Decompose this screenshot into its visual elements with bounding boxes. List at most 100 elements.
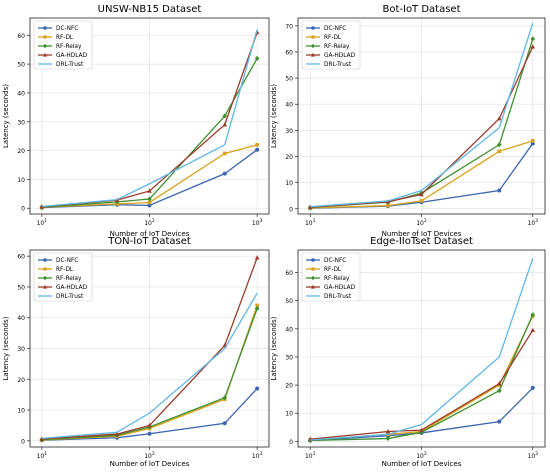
legend-marker bbox=[311, 35, 315, 39]
chart-panel-3: TON-IoT Dataset 0 10 20 30 40 50 60 101 102 103 Num… bbox=[2, 236, 270, 468]
data-point bbox=[147, 203, 152, 208]
legend-label: DC-NFC bbox=[56, 26, 78, 32]
x-tick-label: 101 bbox=[37, 451, 48, 460]
data-point bbox=[255, 147, 260, 152]
x-tick-label: 103 bbox=[252, 218, 263, 227]
data-point bbox=[222, 122, 228, 127]
y-tick-label: 30 bbox=[285, 354, 293, 361]
legend-label: DRL-Trust bbox=[324, 294, 352, 300]
x-tick-label: 102 bbox=[416, 218, 427, 227]
y-tick-label: 0 bbox=[289, 206, 293, 213]
legend-marker bbox=[43, 284, 47, 289]
data-point bbox=[530, 327, 536, 333]
data-point bbox=[254, 55, 260, 61]
legend-label: DC-NFC bbox=[56, 258, 78, 264]
data-point bbox=[530, 312, 536, 318]
y-tick-label: 60 bbox=[17, 254, 25, 261]
y-tick-label: 30 bbox=[17, 119, 25, 126]
y-tick-label: 60 bbox=[285, 270, 293, 277]
series-line-drl-trust bbox=[41, 29, 258, 208]
x-tick-label: 101 bbox=[37, 218, 48, 227]
x-axis-label: Number of IoT Devices bbox=[110, 230, 190, 238]
x-tick-label: 103 bbox=[252, 451, 263, 460]
y-tick-label: 10 bbox=[285, 411, 293, 418]
y-tick-label: 0 bbox=[289, 439, 293, 446]
x-tick-label: 102 bbox=[416, 451, 427, 460]
y-tick-label: 40 bbox=[285, 102, 293, 109]
data-point bbox=[39, 436, 45, 441]
data-point bbox=[147, 200, 152, 205]
y-axis-label: Latency (seconds) bbox=[270, 84, 278, 148]
legend-marker bbox=[43, 267, 47, 271]
chart-title: UNSW-NB15 Dataset bbox=[98, 4, 202, 15]
y-tick-label: 60 bbox=[17, 33, 25, 40]
x-tick-label: 103 bbox=[528, 451, 539, 460]
y-tick-label: 20 bbox=[17, 148, 25, 155]
legend-marker bbox=[43, 43, 47, 49]
y-tick-label: 50 bbox=[285, 298, 293, 305]
chart-title: Edge-IIoTset Dataset bbox=[370, 236, 473, 247]
legend-label: RF-DL bbox=[56, 35, 74, 41]
data-point bbox=[385, 436, 391, 442]
y-tick-label: 40 bbox=[17, 315, 25, 322]
data-point bbox=[386, 203, 390, 208]
data-point bbox=[419, 191, 424, 197]
legend-marker bbox=[311, 258, 315, 262]
legend-label: DC-NFC bbox=[324, 26, 346, 32]
data-point bbox=[222, 113, 228, 119]
chart-panel-4: Edge-IIoTset Dataset 0 10 20 30 40 50 60 101 102 1… bbox=[270, 236, 546, 468]
data-point bbox=[496, 381, 502, 386]
y-tick-label: 10 bbox=[17, 177, 25, 184]
data-point bbox=[147, 196, 152, 202]
data-point bbox=[419, 199, 424, 203]
legend-marker bbox=[43, 275, 47, 281]
legend-marker bbox=[43, 52, 47, 57]
y-tick-label: 10 bbox=[17, 408, 25, 415]
y-tick-label: 20 bbox=[17, 377, 25, 384]
data-point bbox=[530, 385, 535, 390]
chart-panel-1: UNSW-NB15 Dataset 0 10 20 30 40 50 60 101 102 103 N… bbox=[2, 4, 270, 238]
legend-marker bbox=[43, 35, 47, 39]
x-axis-label: Number of IoT Devices bbox=[382, 230, 462, 238]
chart-title: Bot-IoT Dataset bbox=[382, 4, 460, 15]
data-point bbox=[255, 303, 259, 308]
data-point bbox=[530, 139, 535, 143]
y-axis-label: Latency (seconds) bbox=[2, 316, 10, 380]
legend-marker bbox=[311, 43, 315, 49]
legend-marker bbox=[311, 26, 315, 30]
data-point bbox=[497, 419, 502, 424]
x-tick-label: 101 bbox=[305, 218, 316, 227]
y-tick-label: 40 bbox=[17, 90, 25, 97]
legend-box bbox=[33, 252, 93, 302]
x-tick-label: 101 bbox=[305, 451, 316, 460]
series-line-drl-trust bbox=[41, 292, 258, 440]
data-point bbox=[222, 395, 228, 401]
legend-label: RF-Relay bbox=[324, 276, 350, 282]
data-point bbox=[496, 142, 502, 148]
y-axis-label: Latency (seconds) bbox=[270, 316, 278, 380]
data-point bbox=[254, 255, 260, 260]
legend-label: RF-DL bbox=[56, 267, 74, 273]
data-point bbox=[419, 427, 424, 432]
data-point bbox=[385, 429, 391, 434]
x-axis-label: Number of IoT Devices bbox=[110, 460, 190, 468]
legend-label: GA-HDLAD bbox=[56, 285, 88, 291]
legend-label: RF-Relay bbox=[324, 44, 350, 50]
x-tick-label: 103 bbox=[528, 218, 539, 227]
y-tick-label: 10 bbox=[285, 180, 293, 187]
legend-box bbox=[33, 20, 93, 70]
legend-label: GA-HDLAD bbox=[56, 53, 88, 59]
chart-panel-2: Bot-IoT Dataset 0 10 20 30 40 50 60 70 101 102 103 N… bbox=[270, 4, 546, 238]
legend-label: RF-Relay bbox=[56, 276, 82, 282]
data-point bbox=[530, 44, 536, 49]
legend-marker bbox=[311, 275, 315, 281]
x-tick-label: 102 bbox=[144, 218, 155, 227]
y-tick-label: 20 bbox=[285, 154, 293, 161]
y-tick-label: 30 bbox=[17, 346, 25, 353]
legend-label: RF-DL bbox=[324, 35, 342, 41]
data-point bbox=[307, 204, 313, 210]
series-line-drl-trust bbox=[310, 258, 534, 441]
legend-label: DRL-Trust bbox=[324, 62, 352, 68]
